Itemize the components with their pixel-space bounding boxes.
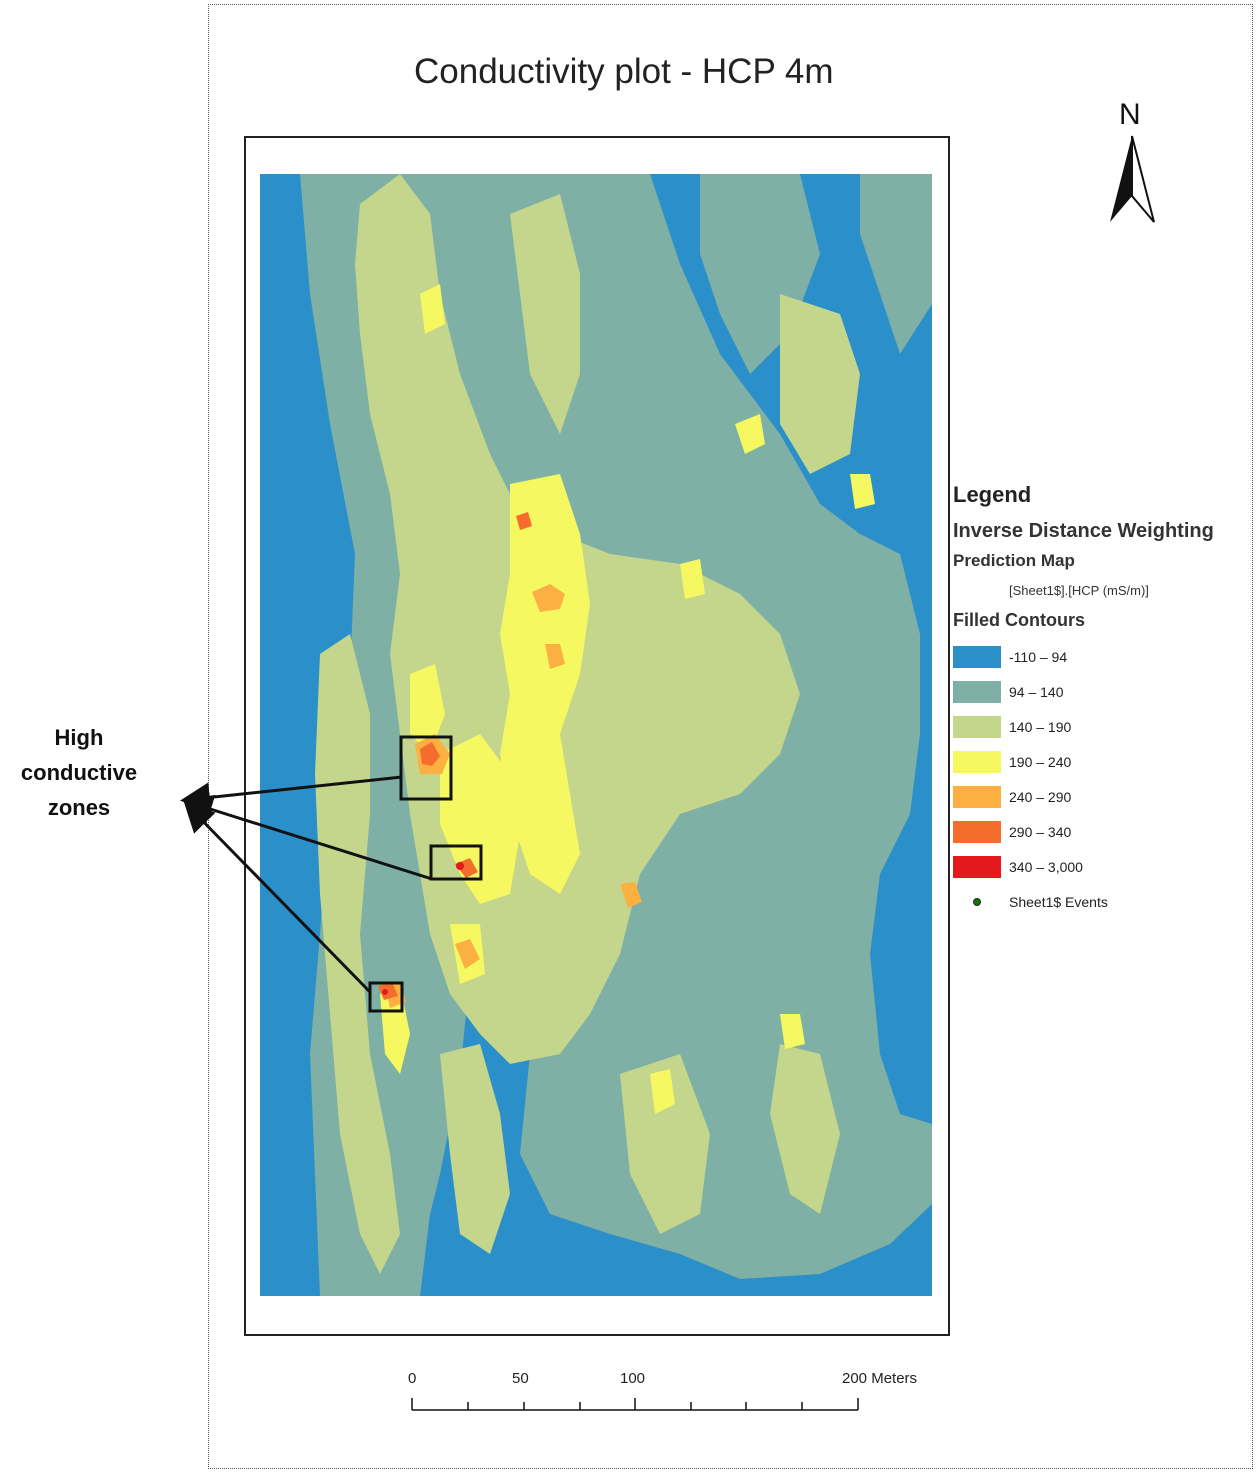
legend-swatch [953,785,1001,808]
legend-label-events: Sheet1$ Events [1009,893,1108,910]
scale-label-200: 200 Meters [842,1370,918,1387]
legend-label: 140 – 190 [1009,718,1072,735]
legend-swatch [953,680,1001,703]
annotation-line-2: conductive [20,760,138,785]
legend-swatch [953,715,1001,738]
highlight-box-3 [368,981,404,1013]
north-label: N [1119,98,1141,131]
legend-sublayer: Prediction Map [953,551,1075,570]
scale-label-100: 100 [620,1370,646,1387]
scale-bar [411,1398,859,1411]
legend-label: 190 – 240 [1009,753,1072,770]
legend-swatch [953,820,1001,843]
legend-item: 94 – 140 [953,674,1253,709]
annotation-line-3: zones [47,795,111,820]
legend-title: Legend [953,482,1032,507]
legend-item: -110 – 94 [953,639,1253,674]
north-arrow-icon [1110,135,1155,223]
scale-label-50: 50 [512,1370,529,1387]
legend-label: 290 – 340 [1009,823,1072,840]
legend-label: 94 – 140 [1009,683,1064,700]
legend-swatch [953,855,1001,878]
legend: Legend Inverse Distance Weighting Predic… [953,482,1253,919]
legend-item-events: Sheet1$ Events [953,884,1253,919]
legend-contours-heading: Filled Contours [953,610,1085,630]
map-layout-frame [208,4,1253,1469]
legend-item: 290 – 340 [953,814,1253,849]
legend-label: 340 – 3,000 [1009,858,1083,875]
legend-swatch [953,645,1001,668]
legend-field: [Sheet1$].[HCP (mS/m)] [1009,583,1149,598]
legend-item: 140 – 190 [953,709,1253,744]
class-zone-340-3000 [382,862,464,995]
legend-item: 340 – 3,000 [953,849,1253,884]
legend-item: 190 – 240 [953,744,1253,779]
legend-label: -110 – 94 [1009,648,1068,665]
legend-swatch [953,750,1001,773]
class-zone-190-240 [380,284,875,1114]
highlight-box-1 [399,735,453,801]
class-zone-290-340 [378,512,532,1000]
annotation-line-1: High [54,725,104,750]
annotation-text: High conductive zones [6,720,152,825]
scale-label-0: 0 [408,1370,417,1387]
event-point-icon [973,897,981,906]
legend-item: 240 – 290 [953,779,1253,814]
map-title: Conductivity plot - HCP 4m [414,52,834,91]
conductivity-map [260,174,932,1296]
legend-label: 240 – 290 [1009,788,1072,805]
legend-layer-name: Inverse Distance Weighting [953,520,1214,542]
